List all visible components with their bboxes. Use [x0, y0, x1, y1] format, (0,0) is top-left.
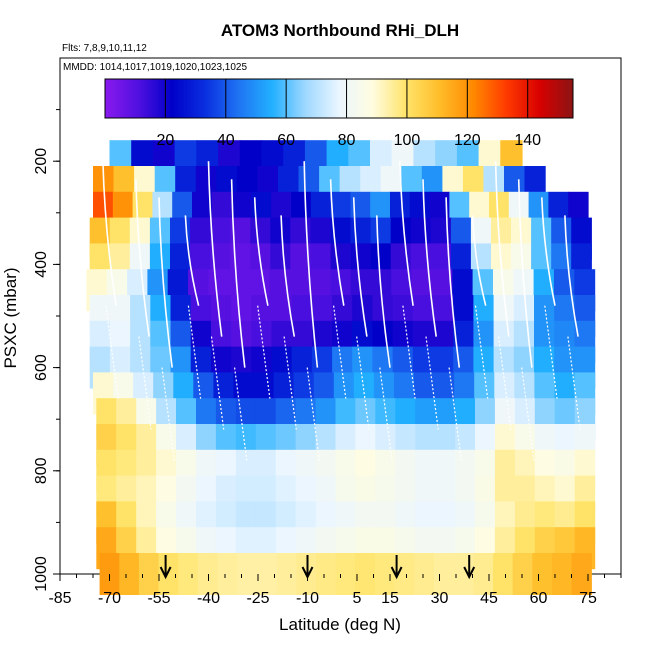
x-tick-label: 45	[480, 590, 498, 607]
heatmap-cell	[512, 553, 533, 595]
profile-trace	[399, 161, 414, 306]
heatmap-cell	[158, 553, 179, 595]
heatmap-cell	[394, 553, 415, 595]
profile-trace	[230, 179, 246, 368]
arrow-head	[390, 566, 403, 580]
heatmap-cell	[335, 553, 356, 595]
profile-trace	[102, 161, 117, 306]
x-tick-label: 30	[431, 590, 449, 607]
colorbar-gradient	[104, 78, 574, 119]
x-tick-label: -40	[197, 590, 220, 607]
y-axis: 200 400 600 800 1000	[33, 109, 60, 592]
arrow-head	[159, 566, 172, 580]
heatmap-cell	[256, 553, 278, 595]
heatmap-cell	[434, 553, 455, 595]
heatmap-cell	[571, 553, 592, 595]
profile-trace	[376, 215, 391, 368]
colorbar-ticks: 20 40 60 80 100 120 140	[156, 79, 541, 149]
profile-trace	[471, 215, 487, 306]
profile-trace	[564, 215, 579, 337]
y-axis-label: PSXC (mbar)	[1, 267, 20, 368]
y-tick-label: 800	[33, 457, 50, 484]
heatmap-cell	[237, 553, 258, 595]
colorbar-tick-label: 100	[394, 132, 421, 149]
profile-trace	[253, 197, 269, 306]
x-tick-label: 5	[353, 590, 362, 607]
heatmap-cell	[414, 553, 435, 595]
x-tick-label: -70	[98, 590, 121, 607]
heatmap-cell	[473, 553, 494, 595]
x-axis: -85 -70 -55 -40 -25 -10 5 15 30 45 60 75	[48, 574, 622, 607]
profile-trace	[445, 197, 461, 368]
x-tick-label: -25	[246, 590, 269, 607]
profile-lines	[102, 161, 581, 461]
profile-trace	[303, 161, 319, 368]
heatmap-cell	[552, 553, 573, 595]
profile-trace	[280, 215, 296, 337]
profile-trace	[329, 179, 345, 306]
profile-trace	[135, 179, 150, 337]
y-tick-label: 400	[33, 251, 50, 278]
x-axis-label: Latitude (deg N)	[279, 615, 401, 634]
profile-trace	[352, 197, 368, 337]
profile-trace	[158, 197, 173, 368]
heatmap-cell	[217, 553, 238, 595]
chart-title: ATOM3 Northbound RHi_DLH	[221, 21, 459, 40]
y-tick-label: 200	[33, 148, 50, 175]
colorbar: 20 40 60 80 100 120 140	[104, 78, 574, 149]
y-tick-label: 600	[33, 354, 50, 381]
colorbar-tick-label: 60	[277, 132, 295, 149]
colorbar-tick-label: 140	[514, 132, 541, 149]
profile-trace	[494, 161, 510, 337]
arrow-head	[463, 566, 476, 580]
colorbar-tick-label: 40	[217, 132, 235, 149]
heatmap-cell	[315, 553, 337, 595]
profile-trace	[517, 179, 533, 368]
mmdd-label: MMDD: 1014,1017,1019,1020,1023,1025	[63, 62, 247, 73]
profile-trace	[541, 197, 556, 306]
colorbar-tick-label: 20	[156, 132, 174, 149]
heatmap-cell	[276, 553, 297, 595]
heatmap-cell	[138, 553, 160, 595]
x-tick-label: -55	[147, 590, 170, 607]
heatmap-cell	[178, 553, 199, 595]
x-tick-label: -10	[296, 590, 319, 607]
profile-trace	[184, 215, 200, 306]
x-tick-label: 15	[381, 590, 399, 607]
heatmap	[86, 140, 596, 595]
heatmap-cell	[493, 553, 514, 595]
heatmap-cell	[532, 553, 553, 595]
profile-trace	[422, 179, 437, 337]
arrow-markers	[159, 555, 476, 580]
heatmap-cell	[119, 553, 140, 595]
x-tick-label: -85	[48, 590, 71, 607]
heatmap-cell	[355, 553, 376, 595]
flights-label: Flts: 7,8,9,10,11,12	[62, 43, 147, 54]
colorbar-tick-label: 80	[338, 132, 356, 149]
x-tick-label: 75	[579, 590, 597, 607]
x-tick-label: 60	[530, 590, 548, 607]
y-tick-label: 1000	[33, 556, 50, 592]
profile-trace	[207, 161, 223, 337]
heatmap-cell	[375, 553, 396, 595]
colorbar-tick-label: 120	[454, 132, 481, 149]
